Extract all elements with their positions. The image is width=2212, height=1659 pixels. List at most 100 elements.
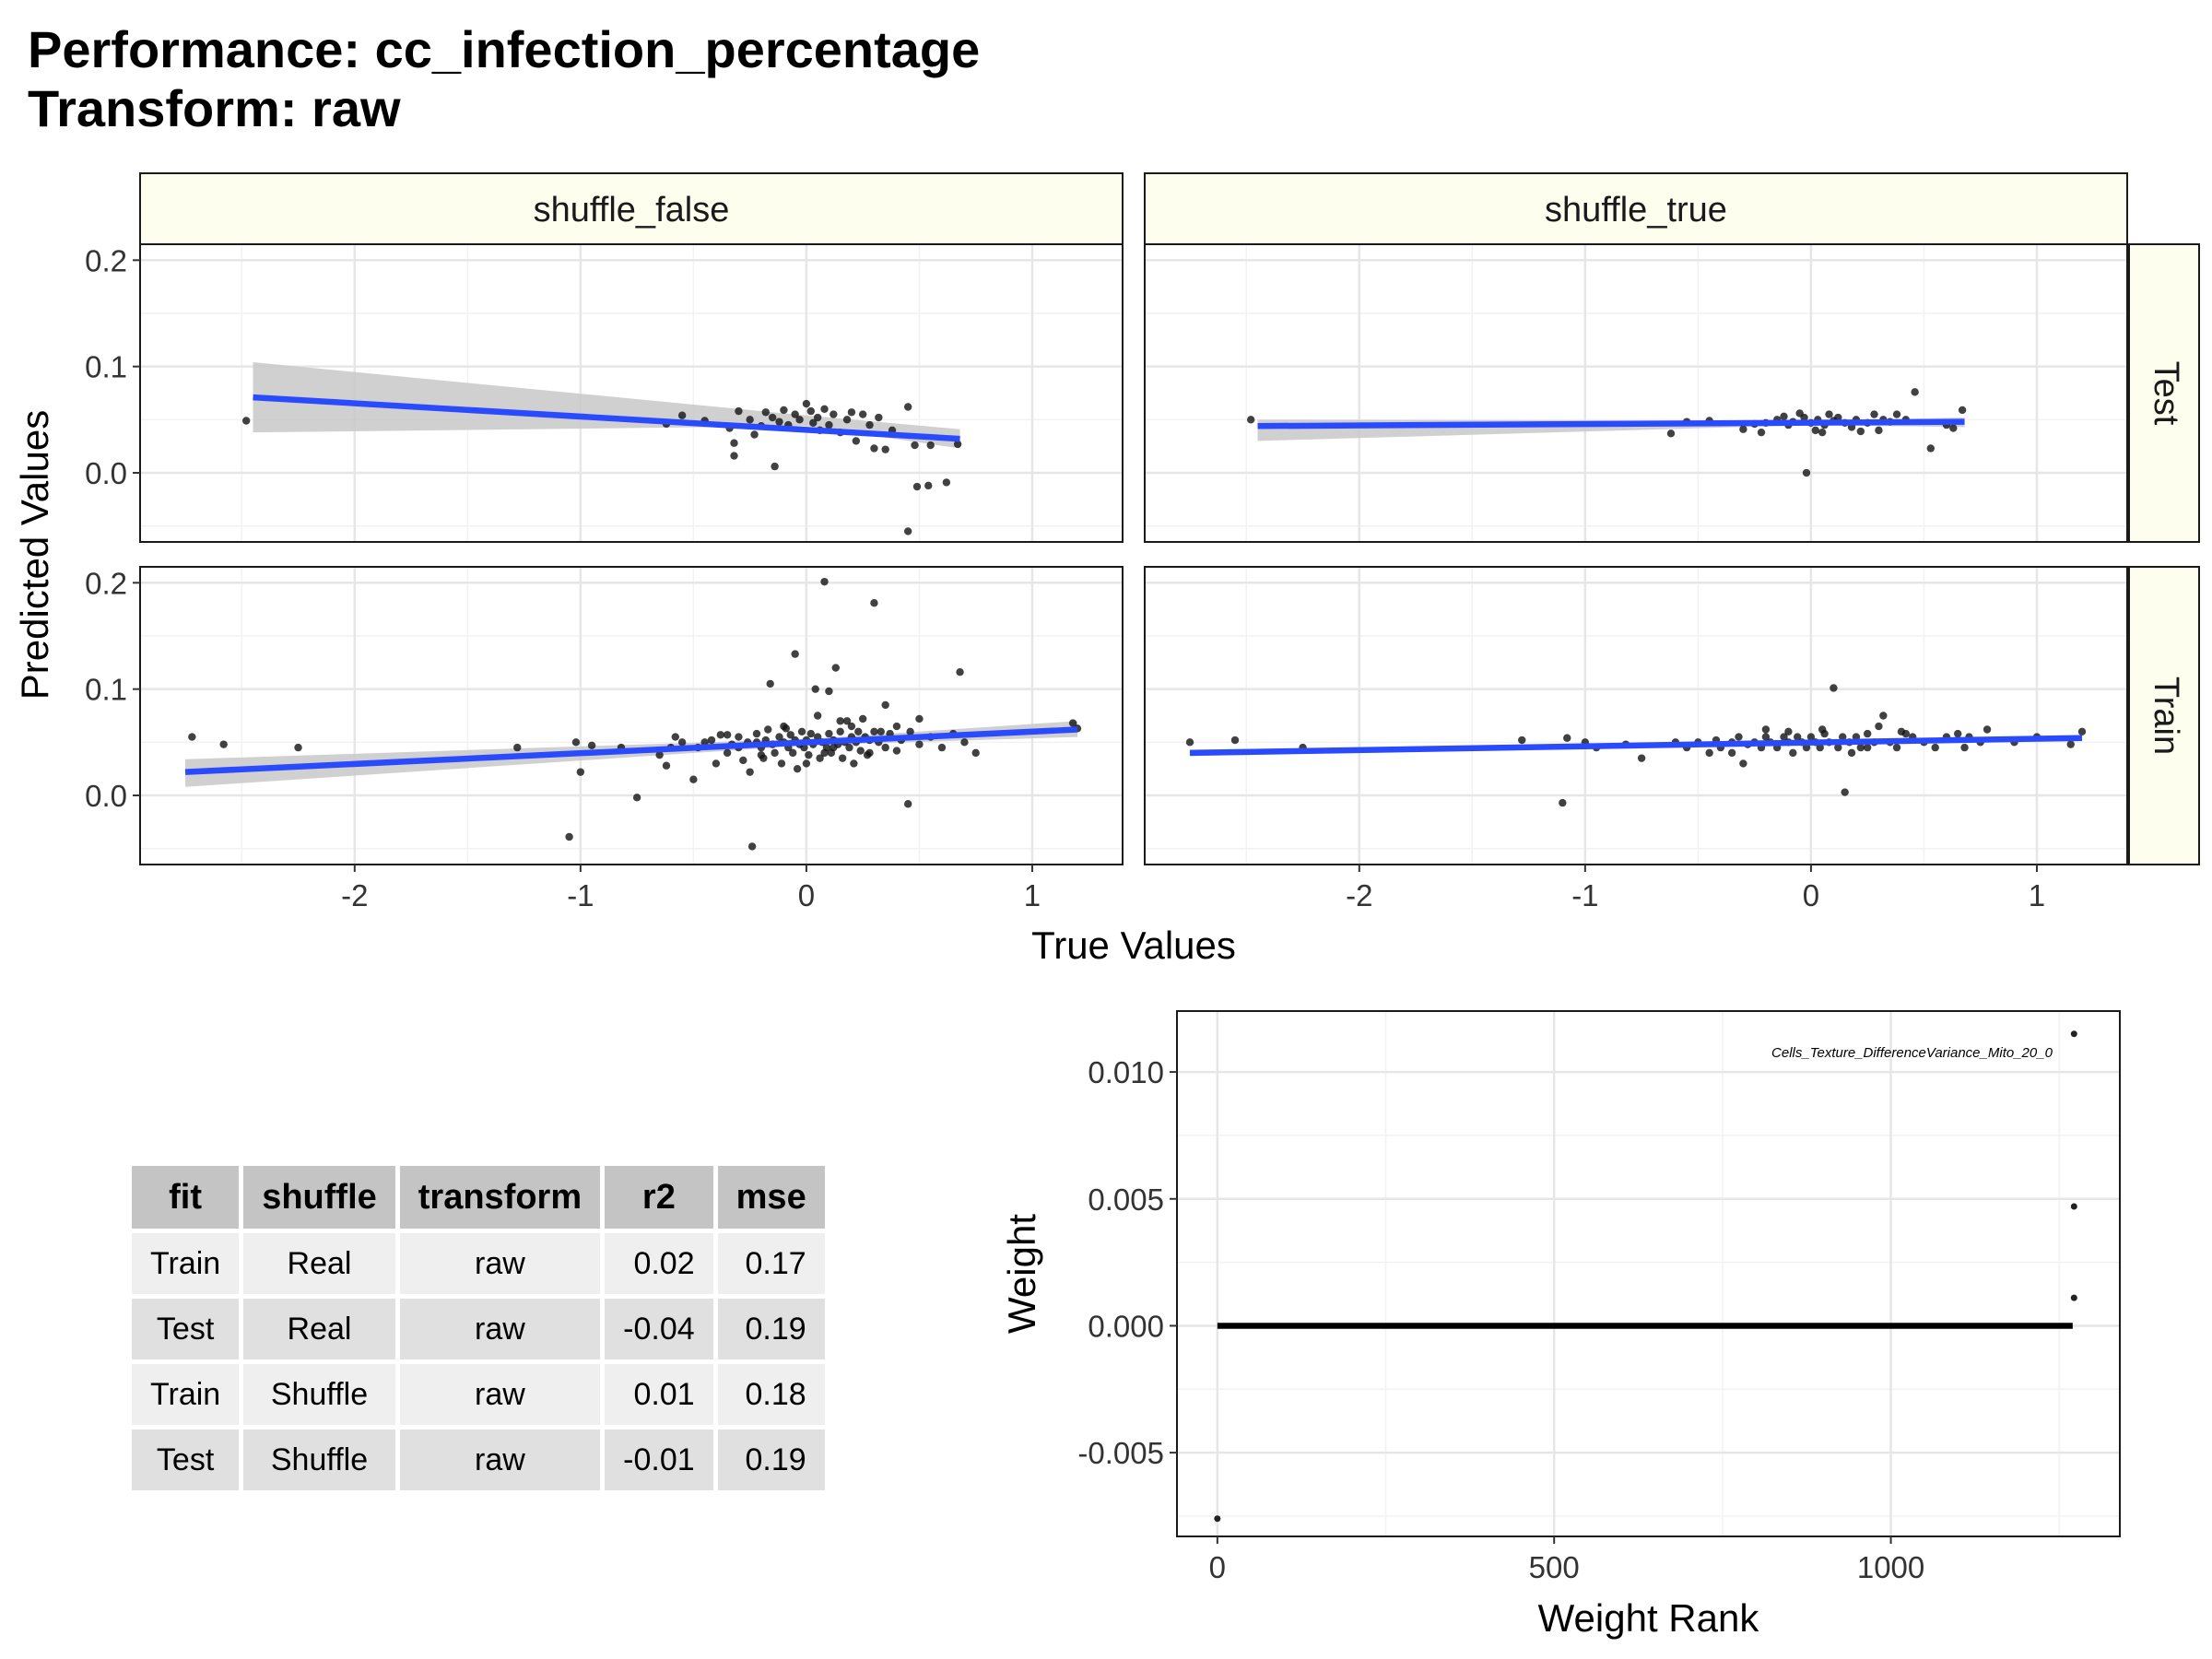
data-point [903,527,912,535]
data-point [825,729,833,738]
data-point [730,452,738,460]
data-point [830,410,838,418]
data-point [1802,468,1811,477]
data-point [911,441,919,450]
data-point [1761,725,1771,734]
data-point [836,727,844,736]
data-point [747,842,757,851]
data-point [956,668,964,677]
data-point [1818,428,1827,437]
data-point [858,410,867,418]
table-header-row: fit shuffle transform r2 mse [132,1166,825,1229]
data-point [1926,444,1935,453]
data-point [1830,684,1838,692]
data-point [1739,425,1747,433]
data-point [881,700,889,710]
weight-rank-panel: Cells_Texture_DifferenceVariance_Mito_20… [1000,1010,2121,1640]
data-point [1847,748,1856,758]
data-point [937,743,947,752]
data-point [671,733,679,741]
table-cell: Train [132,1233,240,1294]
metrics-table: fit shuffle transform r2 mse Train Real … [127,1161,830,1495]
data-point [877,727,885,736]
data-point [831,664,840,672]
table-cell: 0.18 [717,1364,825,1425]
table-row: Test Shuffle raw -0.01 0.19 [132,1430,825,1490]
data-point [294,743,302,752]
data-point [1818,725,1827,734]
data-point [786,731,794,739]
x-axis-title: True Values [1031,924,1236,967]
data-point [1563,734,1571,742]
table-row: Train Real raw 0.02 0.17 [132,1233,825,1294]
data-point [793,764,802,773]
regression-line [253,394,960,442]
data-point [565,832,573,841]
data-point [746,416,754,424]
data-point [1559,798,1567,807]
data-point [780,406,788,415]
panel-border [1144,243,2128,543]
facet-strip-box [2128,566,2200,865]
data-point [761,408,771,417]
x-tick-label: 1 [1024,878,1041,912]
y-tick-label: 0.010 [1088,1055,1164,1089]
facet-strip-label: Train [2147,677,2185,755]
data-point [775,733,783,741]
data-point [1954,729,1962,738]
table-cell: -0.04 [605,1299,713,1359]
data-point [892,747,901,755]
facet-strip-box [2128,243,2200,543]
data-point [1834,743,1842,752]
data-point [816,754,824,762]
data-point [757,750,766,759]
data-point [1892,743,1901,752]
data-point [791,650,799,658]
data-point [830,743,838,752]
panel-shuffle_true-train [1144,566,2128,865]
data-point [1816,743,1824,752]
y-tick-label: 0.2 [85,243,127,277]
table-cell: Shuffle [243,1364,395,1425]
table-cell: 0.19 [717,1430,825,1490]
data-point [847,408,856,417]
y-axis-title: Predicted Values [13,410,56,700]
data-point [775,418,783,426]
data-point [1863,743,1872,752]
data-point [677,411,687,419]
table-cell: 0.19 [717,1299,825,1359]
data-point [768,413,777,422]
data-point [820,748,829,758]
table-cell: raw [399,1364,601,1425]
data-point [707,735,716,745]
data-point [1784,727,1793,736]
data-point [797,727,806,736]
data-point [805,750,813,759]
data-point [856,747,865,755]
data-point [2070,1294,2077,1301]
data-point [1757,428,1766,437]
y-tick-label: 0.2 [85,566,127,600]
plot-title: Performance: cc_infection_percentage Tra… [28,20,980,138]
data-point [915,714,924,724]
data-point [1958,406,1967,415]
panel-border [1176,1010,2121,1537]
y-tick-label: 0.000 [1088,1309,1164,1343]
data-point [677,738,687,747]
data-point [739,756,747,765]
data-point [842,416,852,424]
data-point [825,687,833,696]
data-point [576,768,585,776]
data-point [865,748,874,758]
data-point [689,775,698,783]
data-point [836,717,844,725]
table-header-cell: transform [399,1166,601,1229]
x-tick-label: 500 [1529,1550,1580,1584]
data-point [1789,748,1797,758]
data-point [513,743,522,752]
confidence-ribbon [185,721,1077,787]
data-point [1705,748,1713,758]
x-tick-label: -2 [1346,878,1372,912]
data-point [806,406,816,416]
